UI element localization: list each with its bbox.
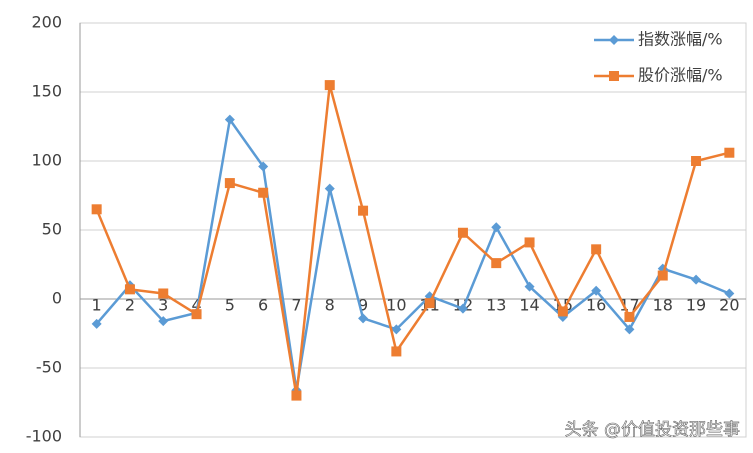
legend-label: 股价涨幅/% xyxy=(638,66,723,85)
x-tick-label: 9 xyxy=(358,296,368,315)
point xyxy=(591,244,602,255)
x-tick-label: 19 xyxy=(686,296,706,315)
y-tick-label: -100 xyxy=(26,427,62,446)
point xyxy=(691,156,702,166)
point xyxy=(391,346,402,357)
point xyxy=(124,284,135,295)
point xyxy=(391,324,402,335)
x-tick-label: 16 xyxy=(586,296,606,315)
x-tick-label: 8 xyxy=(325,296,335,315)
watermark: 头条 @价值投资那些事 xyxy=(565,420,740,440)
y-tick-label: 100 xyxy=(31,151,62,170)
point xyxy=(324,80,335,91)
y-tick-label: -50 xyxy=(36,358,62,377)
point xyxy=(591,285,602,296)
point xyxy=(491,258,502,269)
point xyxy=(224,178,235,189)
point xyxy=(691,274,702,285)
x-tick-label: 7 xyxy=(291,296,301,315)
x-tick-label: 2 xyxy=(125,296,135,315)
point xyxy=(457,227,468,238)
point xyxy=(291,390,302,401)
point xyxy=(324,183,335,194)
x-tick-label: 18 xyxy=(653,296,673,315)
point xyxy=(91,204,102,215)
point xyxy=(191,309,202,320)
point xyxy=(224,114,235,125)
x-tick-label: 10 xyxy=(386,296,406,315)
point xyxy=(491,222,502,233)
point xyxy=(657,270,668,281)
point xyxy=(91,318,102,329)
point xyxy=(424,298,435,309)
point xyxy=(624,311,635,322)
point xyxy=(524,281,535,292)
x-tick-label: 6 xyxy=(258,296,268,315)
point xyxy=(358,205,369,216)
point xyxy=(258,187,269,198)
y-tick-label: 200 xyxy=(31,13,62,32)
x-tick-label: 20 xyxy=(719,296,739,315)
point xyxy=(609,35,619,45)
x-tick-label: 4 xyxy=(191,296,201,315)
x-tick-label: 1 xyxy=(92,296,102,315)
legend-label: 指数涨幅/% xyxy=(638,30,723,49)
point xyxy=(724,288,735,299)
point xyxy=(624,324,635,335)
point xyxy=(158,316,169,327)
point xyxy=(557,306,568,317)
point xyxy=(724,147,735,158)
point xyxy=(158,288,169,299)
x-tick-label: 14 xyxy=(519,296,539,315)
point xyxy=(358,313,369,324)
x-tick-label: 5 xyxy=(225,296,235,315)
point xyxy=(609,71,619,81)
point xyxy=(524,237,535,248)
y-tick-label: 0 xyxy=(52,289,62,308)
series-line xyxy=(95,116,730,391)
x-tick-label: 13 xyxy=(486,296,506,315)
y-tick-label: 150 xyxy=(31,82,62,101)
point xyxy=(457,303,468,314)
y-tick-label: 50 xyxy=(42,220,62,239)
series-line xyxy=(95,84,730,396)
x-tick-label: 3 xyxy=(158,296,168,315)
point xyxy=(258,161,269,172)
